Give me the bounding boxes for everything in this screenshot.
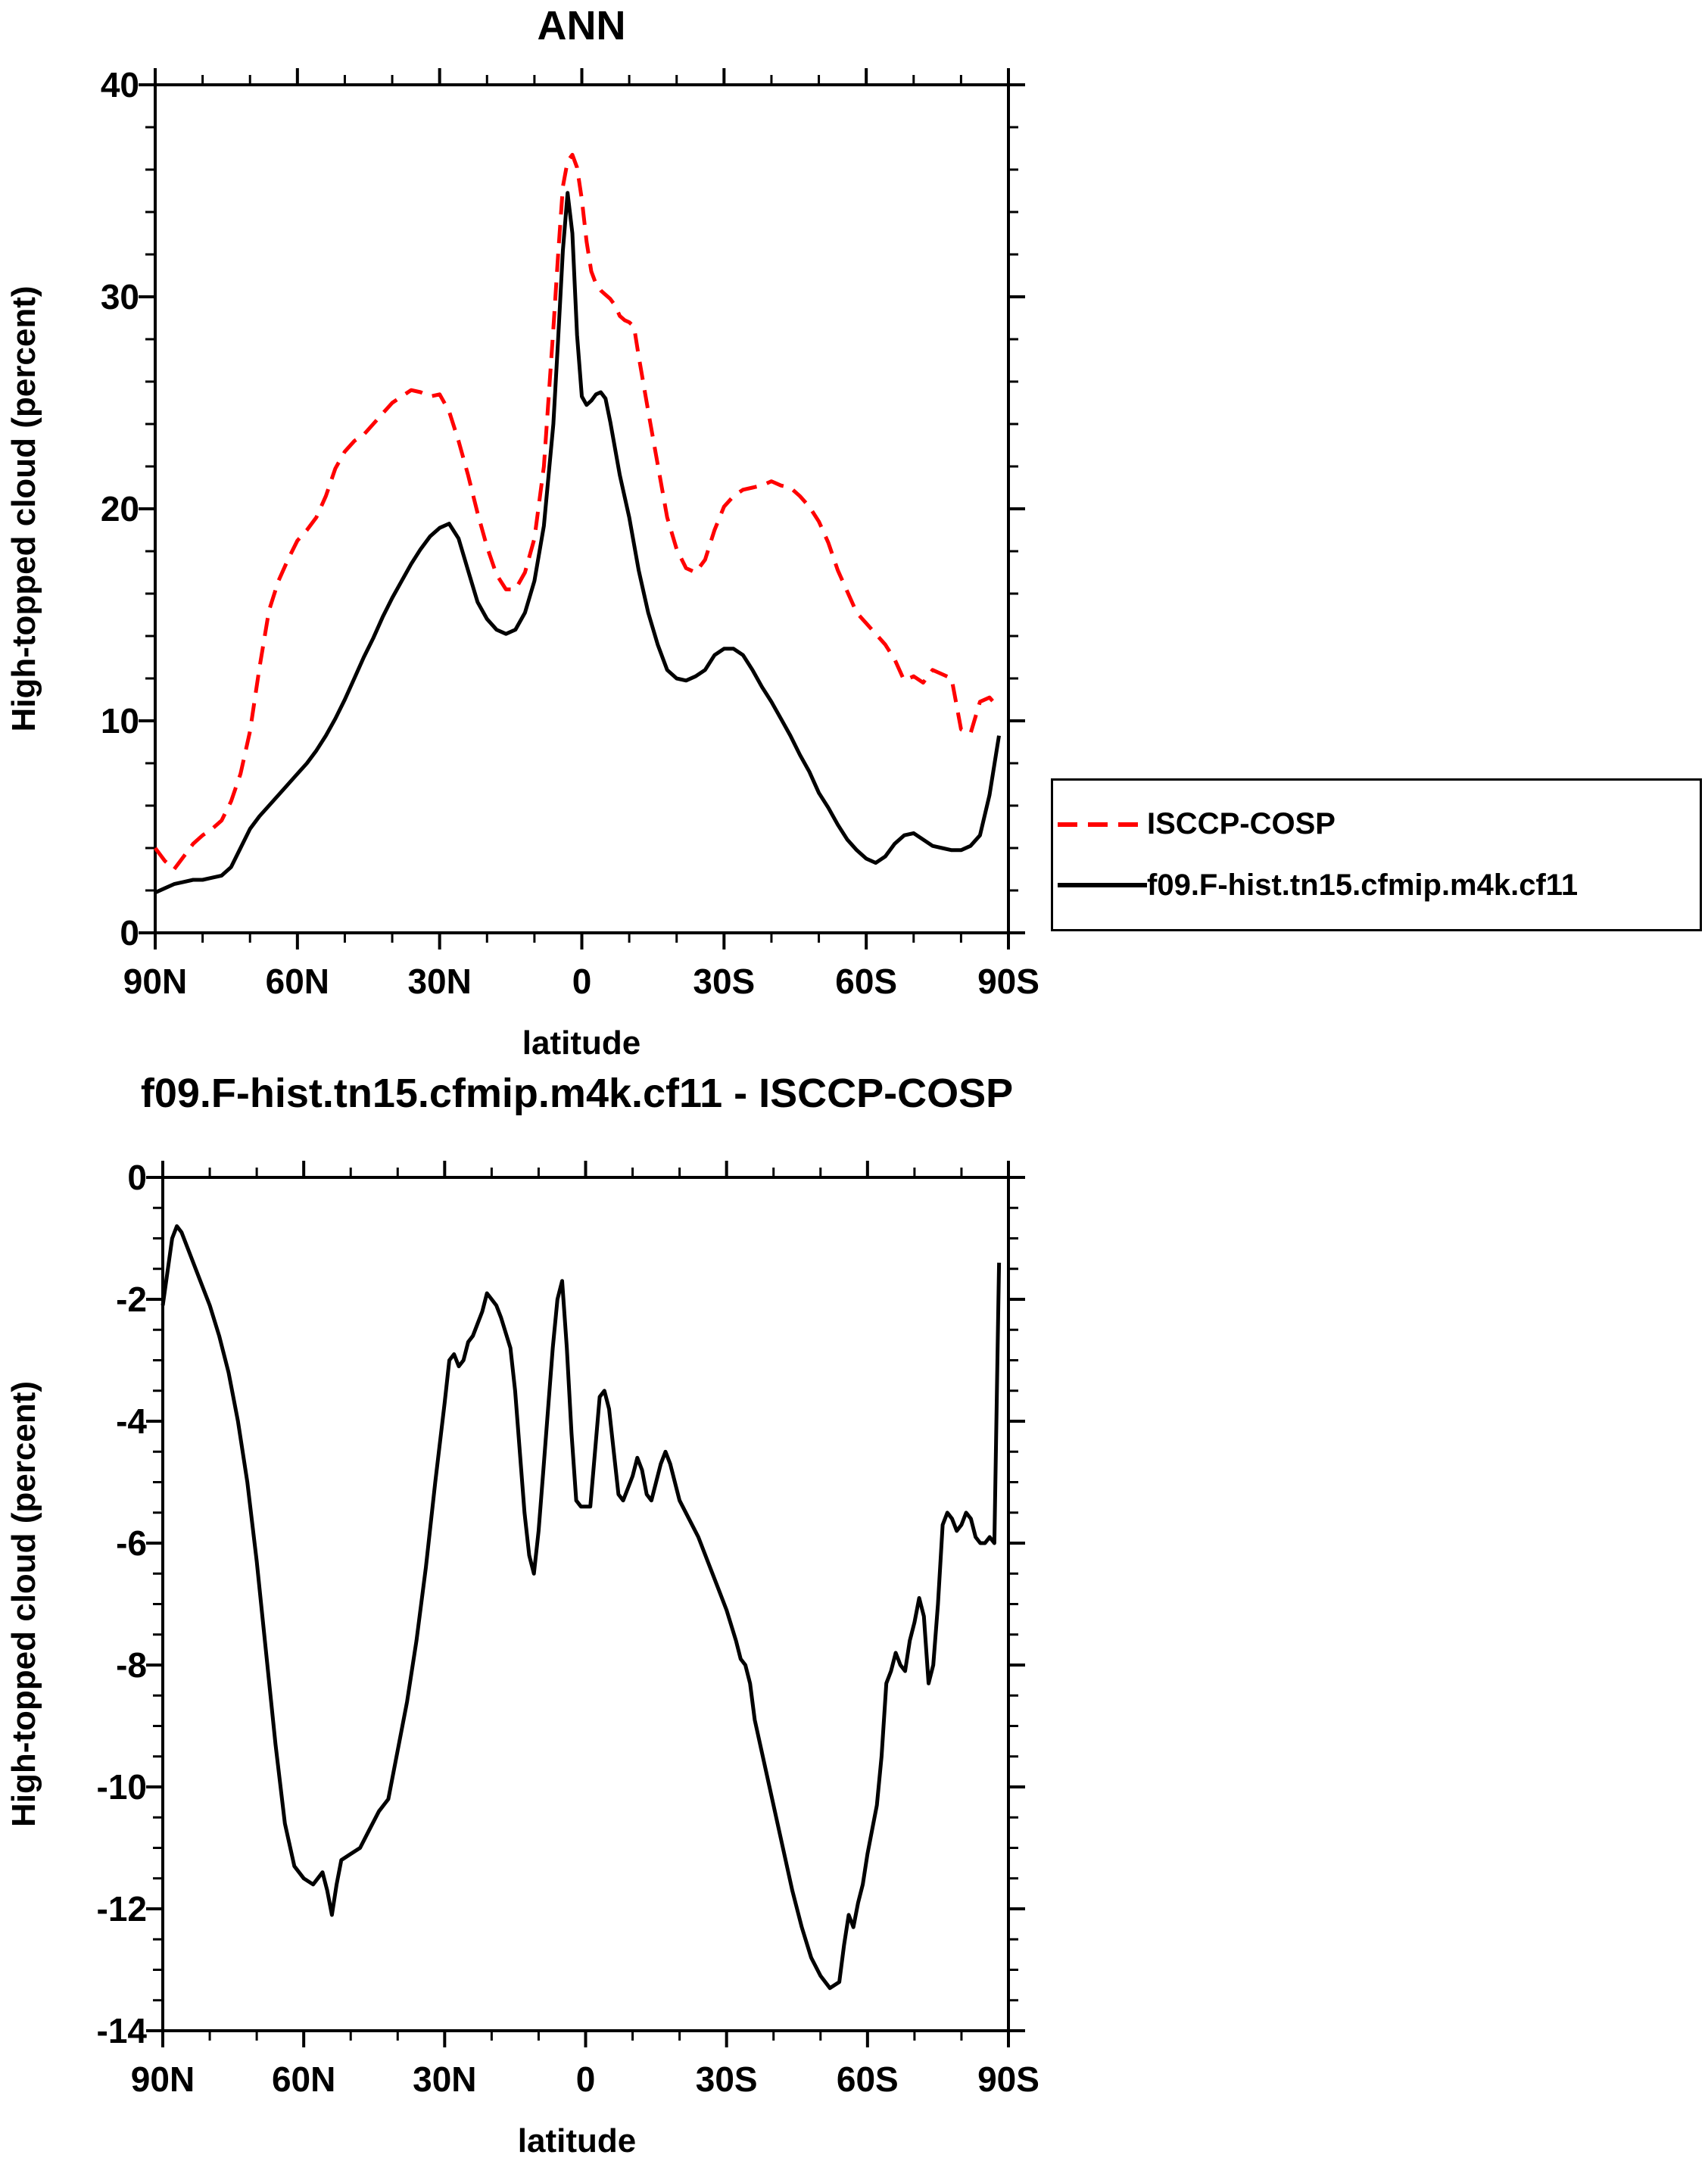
legend-label: ISCCP-COSP <box>1147 807 1336 841</box>
legend-item: ISCCP-COSP <box>1058 807 1700 841</box>
y-tick-label: 30 <box>101 277 139 316</box>
x-tick-label: 0 <box>576 2060 596 2099</box>
ann-zonal-mean-panel-svg: 90N 60N 30N 0 30S 60S 90S 0 10 20 30 40 ANN latitude H… <box>5 3 1039 1062</box>
series-line-ISCCP-COSP <box>153 152 1001 872</box>
series-line-difference <box>161 1224 1002 1991</box>
y-tick-label: -4 <box>116 1402 147 1441</box>
x-tick-label: 90N <box>131 2060 195 2099</box>
x-tick-label: 30S <box>696 2060 758 2099</box>
y-tick-label: 40 <box>101 65 139 104</box>
legend: ISCCP-COSP f09.F-hist.tn15.cfmip.m4k.cf11 <box>1051 778 1702 931</box>
x-tick-label: 30N <box>413 2060 476 2099</box>
y-tick-label: -2 <box>116 1280 147 1319</box>
y-tick-label: 20 <box>101 489 139 529</box>
y-tick-label: -14 <box>97 2011 148 2050</box>
top-panel-chart: 90N 60N 30N 0 30S 60S 90S 0 10 20 30 40 ANN latitude H… <box>0 0 1075 1062</box>
y-tick-label: -8 <box>116 1645 147 1685</box>
x-tick-label: 90S <box>977 962 1039 1001</box>
x-tick-label: 90S <box>977 2060 1039 2099</box>
x-tick-label: 0 <box>572 962 592 1001</box>
y-tick-label: -12 <box>97 1889 147 1929</box>
y-axis-title: High-topped cloud (percent) <box>5 285 42 731</box>
y-tick-label: 0 <box>127 1158 147 1197</box>
x-tick-label: 30N <box>407 962 471 1001</box>
y-axis-title: High-topped cloud (percent) <box>5 1381 42 1827</box>
y-tick-label: 0 <box>120 913 139 953</box>
chart-title: ANN <box>538 3 626 48</box>
difference-panel-svg: 90N 60N 30N 0 30S 60S 90S 0 -2 -4 -6 -8 -10 -12 -14 f09… <box>5 1071 1039 2159</box>
legend-line-sample <box>1058 822 1147 827</box>
x-axis-title: latitude <box>522 1024 640 1059</box>
x-tick-label: 60S <box>837 2060 899 2099</box>
plot-frame <box>161 1176 1010 2032</box>
x-tick-label: 90N <box>123 962 187 1001</box>
legend-label: f09.F-hist.tn15.cfmip.m4k.cf11 <box>1147 868 1579 902</box>
y-tick-label: -10 <box>97 1767 147 1807</box>
chart-title: f09.F-hist.tn15.cfmip.m4k.cf11 - ISCCP-C… <box>141 1071 1013 1116</box>
bottom-panel-chart: 90N 60N 30N 0 30S 60S 90S 0 -2 -4 -6 -8 -10 -12 -14 f09… <box>0 1059 1075 2164</box>
x-axis-title: latitude <box>518 2122 636 2159</box>
x-tick-label: 30S <box>693 962 755 1001</box>
legend-item: f09.F-hist.tn15.cfmip.m4k.cf11 <box>1058 868 1700 903</box>
x-tick-label: 60N <box>272 2060 335 2099</box>
y-tick-label: 10 <box>101 701 139 741</box>
y-tick-label: -6 <box>116 1523 147 1563</box>
series-line-f09.F-hist.tn15.cfmip.m4k.cf11 <box>154 191 1001 895</box>
x-tick-label: 60N <box>266 962 329 1001</box>
x-tick-label: 60S <box>835 962 897 1001</box>
legend-line-sample <box>1058 883 1147 888</box>
